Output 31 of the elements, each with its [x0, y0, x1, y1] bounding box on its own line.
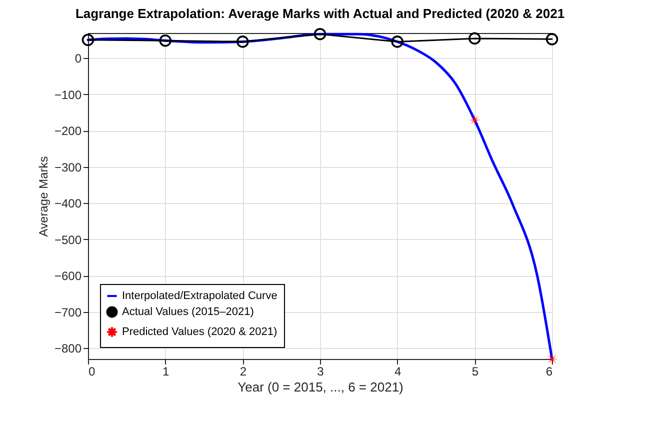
x-tick-label: 1: [162, 364, 170, 378]
x-tick-label: 3: [317, 364, 324, 378]
y-tick-label: −600: [54, 269, 82, 284]
x-tick-label: 6: [546, 364, 553, 378]
x-axis-title: Year (0 = 2015, ..., 6 = 2021): [238, 380, 404, 394]
point: [236, 36, 249, 48]
legend-label: Predicted Values (2020 & 2021): [122, 326, 278, 338]
point: [546, 352, 558, 366]
legend-label: Interpolated/Extrapolated Curve: [122, 290, 278, 302]
y-tick-label: −400: [54, 196, 82, 211]
point: [314, 28, 326, 40]
point: [391, 36, 404, 48]
x-tick-label: 0: [88, 364, 96, 378]
point: [546, 33, 558, 46]
y-axis-title: Average Marks: [36, 156, 50, 237]
y-tick-label: −200: [54, 124, 82, 138]
x-tick-label: 4: [394, 364, 402, 378]
chart-title: Lagrange Extrapolation: Average Marks with Actual and Predicted (2020 & 2021: [75, 6, 565, 22]
point: [82, 34, 94, 46]
y-tick-label: −300: [54, 160, 82, 174]
y-tick-label: −800: [54, 342, 82, 356]
y-tick-label: −500: [54, 232, 82, 247]
x-tick-label: 5: [472, 364, 479, 378]
point: [468, 32, 481, 45]
legend-label: Actual Values (2015–2021): [122, 306, 254, 318]
y-tick-label: −100: [54, 88, 82, 102]
point: [159, 34, 172, 47]
y-tick-label: 0: [74, 52, 82, 66]
y-tick-label: −700: [54, 305, 82, 320]
x-tick-label: 2: [240, 364, 247, 378]
point: [468, 114, 481, 126]
